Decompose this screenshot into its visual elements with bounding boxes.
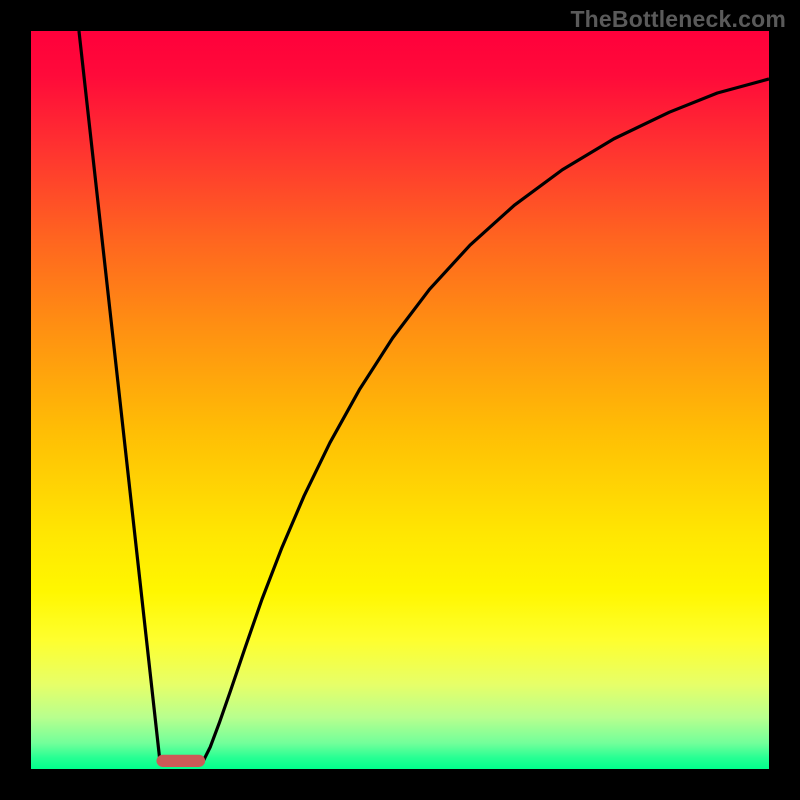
chart-background: [31, 31, 769, 769]
bottleneck-chart: TheBottleneck.com: [0, 0, 800, 800]
floor-marker: [156, 755, 205, 767]
watermark-text: TheBottleneck.com: [570, 6, 786, 33]
chart-svg: [0, 0, 800, 800]
